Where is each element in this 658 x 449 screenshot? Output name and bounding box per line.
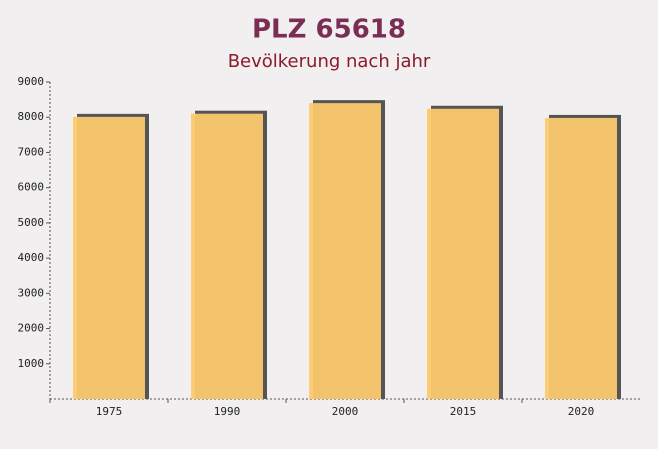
x-tick-label: 1975 (96, 405, 123, 418)
chart-subtitle: Bevölkerung nach jahr (228, 51, 431, 72)
x-tick-label: 2015 (450, 405, 477, 418)
y-tick-label: 7000 (18, 145, 45, 158)
chart-title: PLZ 65618 (252, 15, 406, 45)
bar (309, 103, 381, 399)
y-tick-label: 3000 (18, 286, 45, 299)
x-tick-label: 1990 (214, 405, 241, 418)
x-tick-label: 2020 (568, 405, 595, 418)
bar (427, 108, 499, 399)
bar (191, 113, 263, 399)
y-tick-label: 6000 (18, 181, 45, 194)
y-tick-label: 1000 (18, 357, 45, 370)
bar (73, 116, 145, 400)
x-tick-label: 2000 (332, 405, 359, 418)
y-tick-label: 4000 (18, 251, 45, 264)
y-tick-label: 5000 (18, 216, 45, 229)
y-tick-label: 8000 (18, 110, 45, 123)
y-tick-label: 2000 (18, 322, 45, 335)
y-tick-label: 9000 (18, 75, 45, 88)
bar (545, 117, 617, 399)
